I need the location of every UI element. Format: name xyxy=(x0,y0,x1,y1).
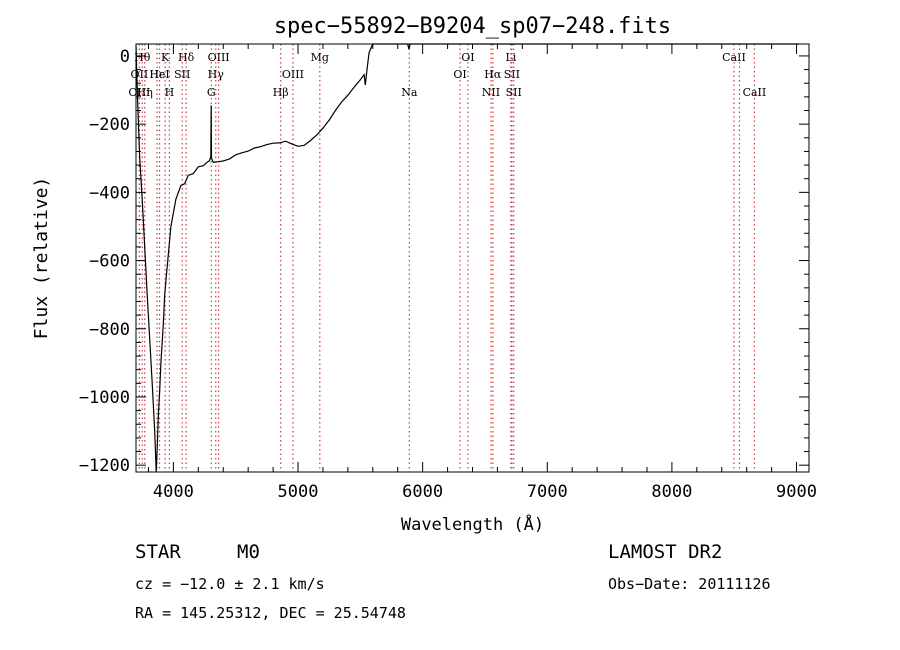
spectral-line-label: Hη xyxy=(137,86,153,99)
x-tick-label: 9000 xyxy=(776,482,817,502)
sky-coordinates: RA = 145.25312, DEC = 25.54748 xyxy=(135,604,406,622)
x-axis-label: Wavelength (Å) xyxy=(401,513,544,535)
spectral-line-label: Hθ xyxy=(134,51,151,64)
spectral-line-label: CaII xyxy=(743,86,767,99)
y-tick-label: −400 xyxy=(89,183,130,203)
x-tick-label: 4000 xyxy=(153,482,194,502)
chart-title: spec−55892−B9204_sp07−248.fits xyxy=(274,14,671,39)
observation-date: Obs−Date: 20111126 xyxy=(608,575,771,593)
spectral-line-label: Hα xyxy=(484,68,502,81)
y-tick-label: −200 xyxy=(89,115,130,135)
plot-frame xyxy=(135,43,810,473)
spectral-line-label: SII xyxy=(174,68,190,81)
spectral-line-label: SII xyxy=(504,68,520,81)
survey-name: LAMOST DR2 xyxy=(608,541,723,563)
y-tick-label: −800 xyxy=(89,320,130,340)
spectral-line-label: HeI xyxy=(149,68,169,81)
spectral-line-label: Hβ xyxy=(273,86,289,99)
x-tick-label: 6000 xyxy=(402,482,443,502)
spectral-line-label: Mg xyxy=(311,51,329,64)
spectral-line-label: SII xyxy=(506,86,522,99)
x-tick-label: 5000 xyxy=(278,482,319,502)
x-tick-label: 7000 xyxy=(527,482,568,502)
spectral-line-label: OI xyxy=(461,51,474,64)
y-tick-label: −1000 xyxy=(79,388,130,408)
spectral-line-label: OIII xyxy=(282,68,304,81)
spectral-line-label: Li xyxy=(505,51,516,64)
spectral-line-label: CaII xyxy=(722,51,746,64)
spectral-line-label: NII xyxy=(482,86,500,99)
spectral-line-label: K xyxy=(161,51,170,64)
y-tick-label: 0 xyxy=(120,47,130,67)
redshift-velocity: cz = −12.0 ± 2.1 km/s xyxy=(135,575,325,593)
spectral-line-label: OI xyxy=(453,68,466,81)
spectral-line-label: Hε xyxy=(149,68,165,81)
y-tick-label: −1200 xyxy=(79,456,130,476)
spectral-line-label: Hδ xyxy=(178,51,195,64)
object-class: STAR xyxy=(135,541,181,563)
spectral-line-label: OII xyxy=(131,68,149,81)
spectral-line-label: Hγ xyxy=(208,68,225,81)
y-tick-label: −600 xyxy=(89,252,130,272)
spectral-line-label: H xyxy=(165,86,175,99)
spectral-line-label: Na xyxy=(401,86,418,99)
x-tick-label: 8000 xyxy=(651,482,692,502)
spectral-line-label: OIII xyxy=(208,51,230,64)
object-subclass: M0 xyxy=(237,541,260,563)
spectral-line-label: G xyxy=(207,86,216,99)
y-axis-label: Flux (relative) xyxy=(31,177,52,340)
